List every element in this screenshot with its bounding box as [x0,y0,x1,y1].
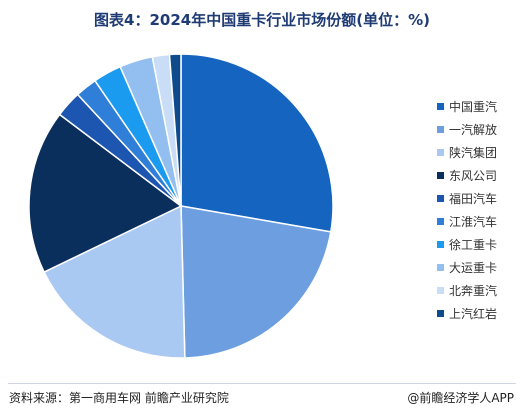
legend-item-6: 江淮汽车 [437,210,497,233]
legend-label: 江淮汽车 [449,215,498,229]
legend-item-2: 一汽解放 [437,118,497,141]
legend: 中国重汽一汽解放陕汽集团东风公司福田汽车江淮汽车徐工重卡大运重卡北奔重汽上汽红岩 [437,95,497,325]
pie-slice-4 [28,113,183,274]
legend-label: 上汽红岩 [449,307,498,321]
legend-swatch [437,310,444,317]
legend-label: 陕汽集团 [449,146,498,160]
legend-label: 大运重卡 [449,261,498,275]
legend-swatch [437,218,444,225]
legend-label: 北奔重汽 [449,284,498,298]
legend-swatch [437,287,444,294]
pie-slice-2 [180,205,332,359]
legend-label: 徐工重卡 [449,238,498,252]
legend-item-9: 北奔重汽 [437,279,497,302]
legend-label: 中国重汽 [449,100,498,114]
legend-swatch [437,103,444,110]
legend-item-3: 陕汽集团 [437,141,497,164]
pie-slice-3 [43,204,186,359]
legend-swatch [437,149,444,156]
legend-swatch [437,172,444,179]
legend-swatch [437,195,444,202]
legend-label: 福田汽车 [449,192,498,206]
source-note: 资料来源：第一商用车网 前瞻产业研究院 [9,391,229,405]
chart-title: 图表4：2024年中国重卡行业市场份额(单位：%) [94,11,430,29]
legend-item-10: 上汽红岩 [437,302,497,325]
legend-item-8: 大运重卡 [437,256,497,279]
legend-item-4: 东风公司 [437,164,497,187]
legend-item-7: 徐工重卡 [437,233,497,256]
pie-slice-10 [168,53,182,207]
legend-swatch [437,241,444,248]
legend-label: 东风公司 [449,169,498,183]
legend-item-1: 中国重汽 [437,95,497,118]
brand-label: @前瞻经济学人APP [407,391,514,405]
legend-swatch [437,126,444,133]
legend-label: 一汽解放 [449,123,498,137]
pie-slice-1 [180,53,334,233]
legend-swatch [437,264,444,271]
footer-divider [8,383,516,384]
legend-item-5: 福田汽车 [437,187,497,210]
